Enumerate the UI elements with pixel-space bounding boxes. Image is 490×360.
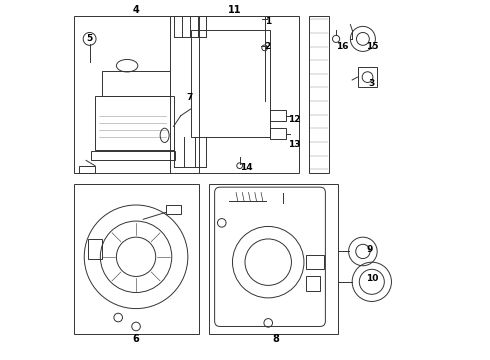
- Text: 11: 11: [227, 5, 241, 15]
- Text: 1: 1: [265, 17, 271, 26]
- Bar: [74, 16, 198, 173]
- Text: 16: 16: [336, 41, 348, 50]
- Bar: [270, 128, 286, 139]
- Text: 12: 12: [288, 115, 300, 124]
- Bar: [192, 30, 270, 137]
- Text: 15: 15: [367, 41, 379, 50]
- Bar: [209, 184, 338, 334]
- Bar: [79, 166, 95, 173]
- Text: 3: 3: [368, 79, 374, 88]
- Text: 8: 8: [272, 334, 279, 344]
- Bar: [358, 67, 377, 87]
- Bar: [170, 16, 298, 173]
- Bar: [167, 205, 181, 214]
- Text: 5: 5: [86, 35, 92, 44]
- Text: 4: 4: [133, 5, 140, 15]
- Text: 6: 6: [133, 334, 140, 344]
- Bar: [306, 255, 323, 269]
- Text: 13: 13: [288, 140, 300, 149]
- Text: 7: 7: [186, 93, 193, 102]
- Bar: [270, 111, 286, 121]
- Text: 14: 14: [240, 163, 252, 172]
- Bar: [92, 152, 175, 160]
- Bar: [102, 71, 170, 96]
- Bar: [309, 16, 329, 173]
- Bar: [88, 239, 102, 258]
- Text: 9: 9: [367, 245, 373, 254]
- Text: 2: 2: [265, 41, 271, 50]
- Bar: [306, 276, 320, 291]
- Bar: [74, 184, 198, 334]
- Bar: [95, 96, 173, 150]
- Text: 10: 10: [367, 274, 379, 283]
